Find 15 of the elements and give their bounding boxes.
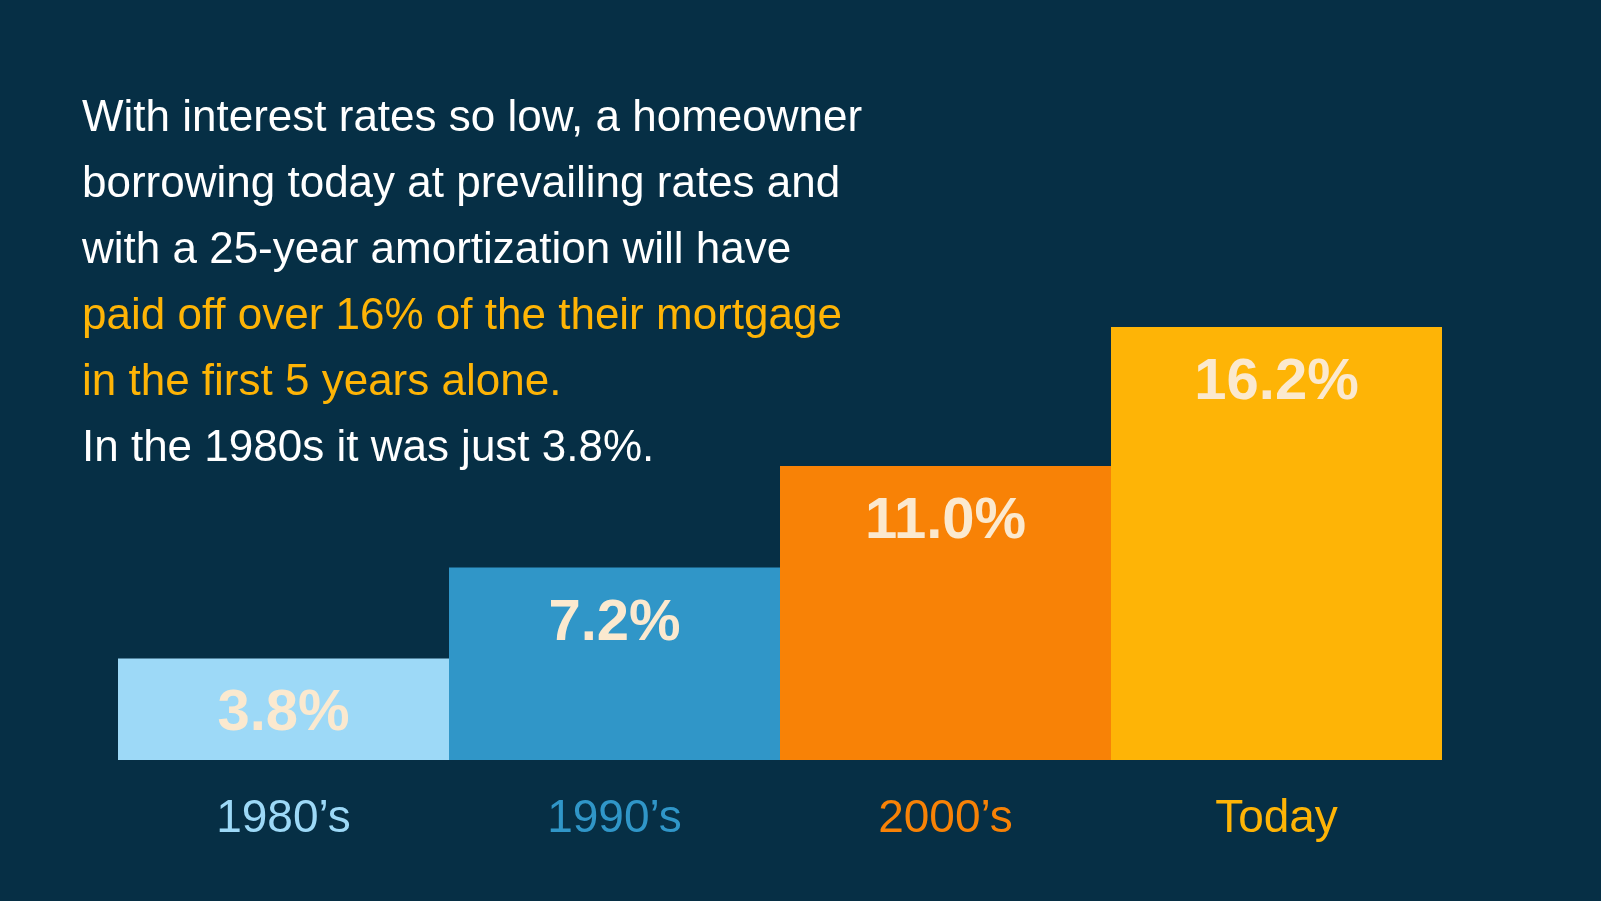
data-label: 16.2%: [1194, 346, 1359, 411]
bar: [1111, 327, 1442, 760]
annotation: paid off over 16% of the their mortgage in the first 5 years alone.: [82, 289, 842, 404]
x-tick-label: 2000’s: [878, 790, 1013, 842]
bar: [118, 658, 449, 760]
data-label: 3.8%: [217, 677, 350, 743]
data-label: 11.0%: [864, 484, 1027, 550]
bar: [780, 465, 1111, 760]
x-tick-label: 1980’s: [216, 790, 351, 842]
text: With interest rates so low, a homeowner borrowing today at prevailing rates and with a 25-year amortization will have: [81, 91, 863, 272]
x-tick-label: Today: [1215, 790, 1338, 842]
data-label: 7.2%: [548, 586, 681, 652]
bar: [449, 567, 780, 760]
annotation: In the 1980s it was just 3.8%.: [82, 421, 655, 470]
x-tick-label: 1990’s: [547, 790, 682, 842]
